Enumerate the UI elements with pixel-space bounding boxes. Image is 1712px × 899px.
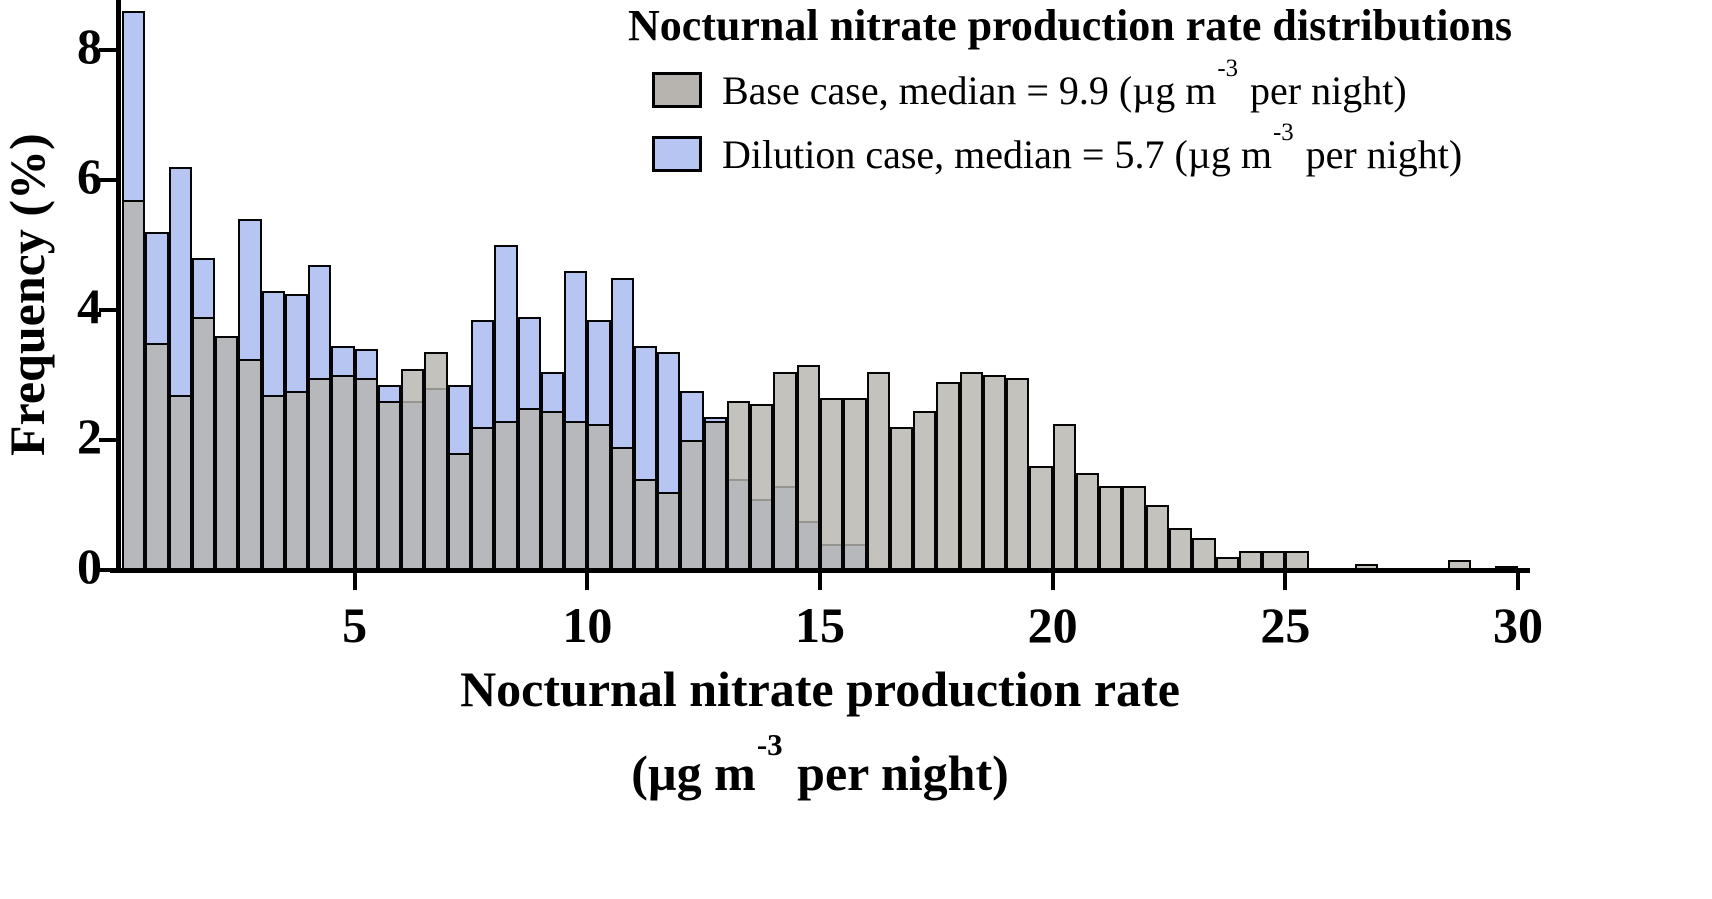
bar-base-case — [308, 378, 332, 570]
x-axis-label-line1: Nocturnal nitrate production rate — [460, 661, 1180, 717]
bar-base-case — [726, 401, 751, 570]
legend-item-dilution-case: Dilution case, median = 5.7 (µg m-3 per … — [652, 119, 1463, 186]
bar-base-case — [261, 394, 285, 570]
bar-base-case — [913, 410, 937, 570]
bar-base-case — [1122, 485, 1146, 570]
bar-base-case — [540, 410, 565, 570]
legend-swatch-dilution-case — [652, 136, 702, 172]
bar-base-case — [447, 453, 471, 570]
bar-base-case — [703, 420, 727, 570]
x-tick-label: 15 — [795, 597, 845, 653]
x-tick-mark — [585, 573, 590, 590]
legend-base-superscript: -3 — [1217, 54, 1239, 82]
bar-base-case — [610, 446, 634, 570]
bar-base-case — [401, 368, 425, 570]
bar-base-case — [1029, 466, 1053, 570]
bar-base-case — [750, 404, 774, 570]
legend-label-dilution-case: Dilution case, median = 5.7 (µg m-3 per … — [722, 119, 1463, 178]
bar-base-case — [1192, 537, 1216, 570]
x-tick-mark — [1050, 573, 1055, 590]
bar-base-case — [122, 199, 146, 570]
legend: Base case, median = 9.9 (µg m-3 per nigh… — [652, 55, 1463, 186]
legend-swatch-base-case — [652, 72, 702, 108]
legend-item-base-case: Base case, median = 9.9 (µg m-3 per nigh… — [652, 55, 1462, 122]
y-tick-mark — [99, 178, 116, 183]
bar-base-case — [1052, 423, 1076, 570]
bar-base-case — [796, 365, 820, 570]
bar-base-case — [331, 375, 355, 570]
bar-base-case — [1169, 527, 1193, 570]
bar-base-case — [471, 427, 495, 570]
y-tick-label: 0 — [77, 538, 102, 594]
bar-base-case — [564, 420, 588, 570]
y-tick-label: 8 — [77, 18, 102, 75]
bar-base-case — [889, 427, 914, 570]
bar-base-case — [191, 316, 216, 570]
bar-base-case — [215, 336, 239, 570]
x-tick-mark — [352, 573, 357, 590]
x-tick-mark — [818, 573, 822, 590]
x-axis-label: Nocturnal nitrate production rate (µg m-… — [270, 660, 1370, 802]
bar-base-case — [1145, 505, 1169, 570]
legend-dilution-text: Dilution case, median = 5.7 (µg m — [722, 131, 1272, 177]
bar-base-case — [680, 440, 704, 570]
legend-base-text: Base case, median = 9.9 (µg m — [722, 67, 1217, 113]
bar-base-case — [866, 371, 890, 570]
bar-base-case — [982, 375, 1007, 570]
bar-base-case — [773, 371, 797, 570]
bar-base-case — [657, 492, 681, 570]
bar-base-case — [424, 352, 448, 570]
bar-base-case — [145, 342, 169, 570]
y-tick-mark — [99, 48, 116, 53]
bar-base-case — [517, 407, 541, 570]
x-axis-line — [110, 568, 1530, 573]
bar-base-case — [820, 397, 844, 570]
bar-base-case — [238, 358, 262, 570]
bar-base-case — [633, 479, 658, 570]
bar-base-case — [959, 371, 983, 570]
x-tick-mark — [1283, 573, 1288, 590]
y-tick-label: 6 — [77, 148, 102, 205]
bar-base-case — [1006, 378, 1030, 570]
x-tick-mark — [1516, 573, 1520, 590]
x-tick-label: 25 — [1260, 597, 1311, 653]
x-axis-label-line2: (µg m-3 per night) — [270, 727, 1370, 802]
bar-base-case — [587, 423, 611, 570]
bar-base-case — [936, 381, 960, 570]
y-axis-line — [116, 0, 121, 573]
y-axis-label: Frequency (%) — [0, 133, 55, 457]
x-axis-units-prefix: (µg m — [631, 745, 756, 801]
y-tick-mark — [99, 568, 116, 572]
bar-base-case — [284, 391, 309, 570]
legend-dilution-superscript: -3 — [1272, 118, 1294, 146]
x-axis-units-superscript: -3 — [756, 727, 783, 763]
legend-dilution-text-suffix: per night) — [1295, 131, 1463, 177]
y-tick-mark — [99, 308, 116, 313]
bar-base-case — [1075, 472, 1100, 570]
x-tick-label: 30 — [1493, 597, 1543, 653]
x-tick-label: 20 — [1027, 597, 1078, 653]
y-tick-label: 4 — [77, 278, 102, 335]
bar-base-case — [354, 378, 378, 570]
x-tick-label: 10 — [562, 597, 613, 653]
chart-title: Nocturnal nitrate production rate distri… — [627, 1, 1513, 50]
bar-base-case — [494, 420, 518, 570]
bar-base-case — [1099, 485, 1123, 570]
x-axis-units-suffix: per night) — [784, 745, 1009, 801]
legend-base-text-suffix: per night) — [1240, 67, 1407, 113]
y-tick-mark — [99, 438, 116, 443]
bar-base-case — [377, 401, 402, 570]
bar-base-case — [843, 397, 867, 570]
legend-label-base-case: Base case, median = 9.9 (µg m-3 per nigh… — [722, 55, 1407, 114]
bar-base-case — [168, 394, 192, 570]
plot-area — [122, 8, 1518, 570]
x-tick-label: 5 — [342, 597, 368, 653]
y-tick-label: 2 — [77, 408, 102, 465]
